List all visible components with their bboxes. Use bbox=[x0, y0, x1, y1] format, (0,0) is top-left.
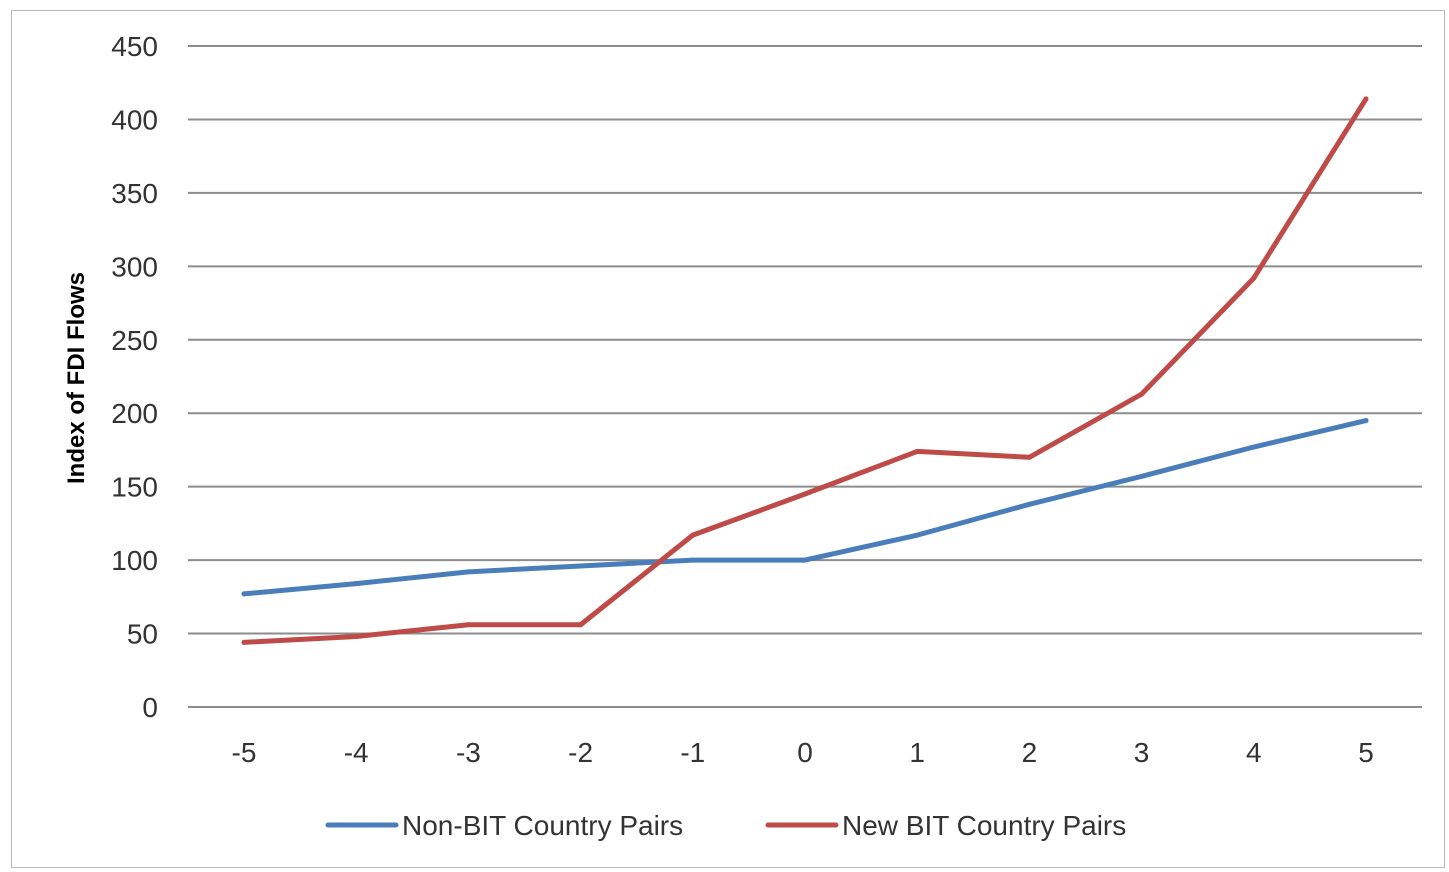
chart-frame bbox=[11, 10, 1445, 868]
x-tick-label: 5 bbox=[1358, 737, 1374, 768]
y-tick-label: 200 bbox=[111, 398, 158, 429]
data-point bbox=[465, 569, 471, 575]
x-tick-label: 4 bbox=[1246, 737, 1262, 768]
x-tick-label: 0 bbox=[797, 737, 813, 768]
x-tick-label: -5 bbox=[232, 737, 257, 768]
y-tick-label: 0 bbox=[142, 692, 158, 723]
legend-label: New BIT Country Pairs bbox=[842, 810, 1126, 841]
data-point bbox=[802, 491, 808, 497]
x-tick-label: -1 bbox=[680, 737, 705, 768]
y-axis-ticks: 0 50 100 150 200 250 300 350 400 450 bbox=[111, 31, 158, 723]
data-point bbox=[578, 563, 584, 569]
y-tick-label: 450 bbox=[111, 31, 158, 62]
y-tick-label: 100 bbox=[111, 545, 158, 576]
data-point bbox=[690, 557, 696, 563]
x-tick-label: -2 bbox=[568, 737, 593, 768]
data-point bbox=[578, 622, 584, 628]
legend-label: Non-BIT Country Pairs bbox=[402, 810, 683, 841]
data-point bbox=[914, 448, 920, 454]
data-point bbox=[1363, 418, 1369, 424]
data-point bbox=[465, 622, 471, 628]
x-tick-label: 2 bbox=[1022, 737, 1038, 768]
data-point bbox=[1363, 96, 1369, 102]
y-tick-label: 400 bbox=[111, 104, 158, 135]
data-point bbox=[1251, 444, 1257, 450]
x-axis-ticks: -5 -4 -3 -2 -1 0 1 2 3 4 5 bbox=[232, 737, 1374, 768]
data-point bbox=[1026, 454, 1032, 460]
y-tick-label: 300 bbox=[111, 251, 158, 282]
y-tick-label: 150 bbox=[111, 472, 158, 503]
y-axis-title: Index of FDI Flows bbox=[63, 272, 90, 484]
data-point bbox=[353, 633, 359, 639]
y-tick-label: 50 bbox=[127, 619, 158, 650]
data-point bbox=[1139, 391, 1145, 397]
data-point bbox=[914, 532, 920, 538]
x-tick-label: -3 bbox=[456, 737, 481, 768]
data-point bbox=[1251, 275, 1257, 281]
y-tick-label: 250 bbox=[111, 325, 158, 356]
series-lines bbox=[241, 96, 1369, 645]
data-point bbox=[241, 639, 247, 645]
data-point bbox=[802, 557, 808, 563]
data-point bbox=[1139, 473, 1145, 479]
legend: Non-BIT Country Pairs New BIT Country Pai… bbox=[325, 810, 1126, 841]
data-point bbox=[690, 532, 696, 538]
data-point bbox=[241, 591, 247, 597]
series-line-0 bbox=[241, 418, 1369, 597]
gridlines bbox=[188, 45, 1422, 708]
x-tick-label: 1 bbox=[909, 737, 925, 768]
data-point bbox=[353, 581, 359, 587]
y-tick-label: 350 bbox=[111, 178, 158, 209]
data-point bbox=[1026, 501, 1032, 507]
x-tick-label: 3 bbox=[1134, 737, 1150, 768]
x-tick-label: -4 bbox=[344, 737, 369, 768]
